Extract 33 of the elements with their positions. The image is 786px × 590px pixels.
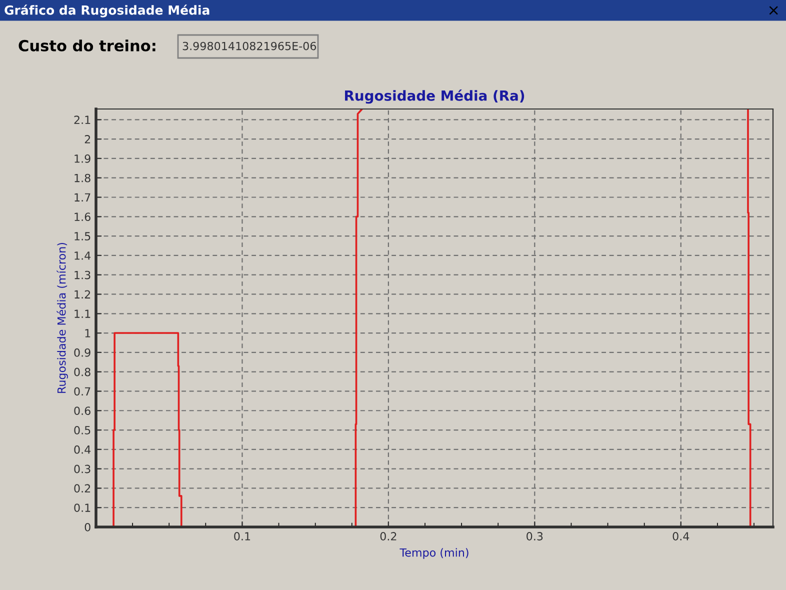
y-tick-label: 1.6 xyxy=(74,212,90,222)
y-tick-label: 1.9 xyxy=(74,154,90,163)
y-tick-label: 1.4 xyxy=(74,252,91,260)
y-tick-label: 0.1 xyxy=(74,504,90,512)
text: × xyxy=(769,6,778,15)
chart-title: Rugosidade Média (Ra) xyxy=(345,90,524,104)
x-tick-label: 0.2 xyxy=(380,532,396,540)
x-tick-label: 0.4 xyxy=(672,532,690,540)
x-axis-title: Tempo (min) xyxy=(400,548,468,559)
y-tick-label: 1.3 xyxy=(74,270,90,280)
y-tick-label: 0.9 xyxy=(74,348,90,357)
y-tick-label: 0.7 xyxy=(74,387,90,396)
text: 3.99801410821965E-06 xyxy=(182,42,316,50)
y-tick-label: 2.1 xyxy=(74,116,90,124)
text: Gráfico da Rugosidade Média xyxy=(4,4,210,18)
y-tick-label: 0.4 xyxy=(74,445,91,454)
y-tick-label: 1.8 xyxy=(74,174,90,182)
y-tick-label: 1.2 xyxy=(74,290,90,298)
y-tick-label: 1 xyxy=(85,329,90,338)
y-tick-label: 0.3 xyxy=(74,464,90,474)
y-tick-label: 0.5 xyxy=(74,426,90,434)
y-tick-label: 0 xyxy=(84,522,90,532)
y-tick-label: 0.2 xyxy=(74,484,90,493)
text: Custo do treino: xyxy=(18,40,156,52)
y-tick-label: 0.8 xyxy=(74,368,90,376)
x-tick-label: 0.1 xyxy=(234,532,250,540)
y-tick-label: 2 xyxy=(84,135,90,144)
y-tick-label: 1.7 xyxy=(74,193,90,202)
y-tick-label: 0.6 xyxy=(74,406,90,415)
y-tick-label: 1.1 xyxy=(74,310,90,318)
y-tick-label: 1.5 xyxy=(74,232,90,240)
x-tick-label: 0.3 xyxy=(526,532,543,540)
y-axis-title: Rugosidade Média (mícron) xyxy=(56,242,68,393)
